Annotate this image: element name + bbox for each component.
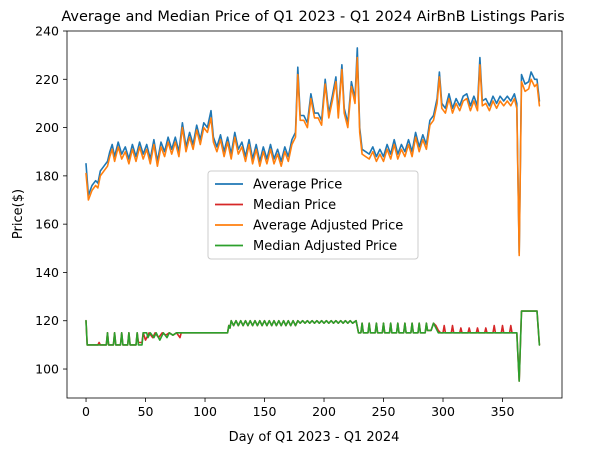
x-axis-title: Day of Q1 2023 - Q1 2024 [229,430,400,445]
x-tick-label: 300 [431,404,455,419]
x-axis: 0 50 100 150 200 250 300 350 [82,398,514,419]
legend-label-2: Average Adjusted Price [253,219,403,234]
y-tick-label: 240 [35,24,59,39]
y-tick-label: 140 [35,265,59,280]
legend-box [207,170,419,260]
series-layer [85,47,541,382]
y-tick-label: 200 [35,120,59,135]
x-tick-label: 250 [372,404,396,419]
chart-title: Average and Median Price of Q1 2023 - Q1… [61,9,564,25]
y-tick-label: 160 [35,217,59,232]
x-tick-label: 350 [491,404,515,419]
plot-frame [66,30,563,399]
y-tick-label: 180 [35,168,59,183]
plot-area [66,30,563,399]
legend-label-1: Median Price [253,198,336,213]
series-line-0 [85,47,541,254]
y-axis-title: Price($) [11,189,26,239]
y-tick-label: 100 [35,362,59,377]
y-axis: 100 120 140 160 180 200 220 240 [35,24,67,377]
legend: Average Price Median Price Average Adjuste… [207,170,419,260]
legend-label-3: Median Adjusted Price [253,239,397,254]
x-tick-label: 100 [193,404,217,419]
series-line-2 [85,56,541,257]
y-tick-label: 220 [35,72,59,87]
legend-label-0: Average Price [253,178,342,193]
x-tick-label: 150 [253,404,277,419]
x-tick-label: 0 [82,404,90,419]
x-tick-label: 200 [312,404,336,419]
x-tick-label: 50 [138,404,154,419]
series-line-3 [85,310,541,382]
y-tick-label: 120 [35,313,59,328]
